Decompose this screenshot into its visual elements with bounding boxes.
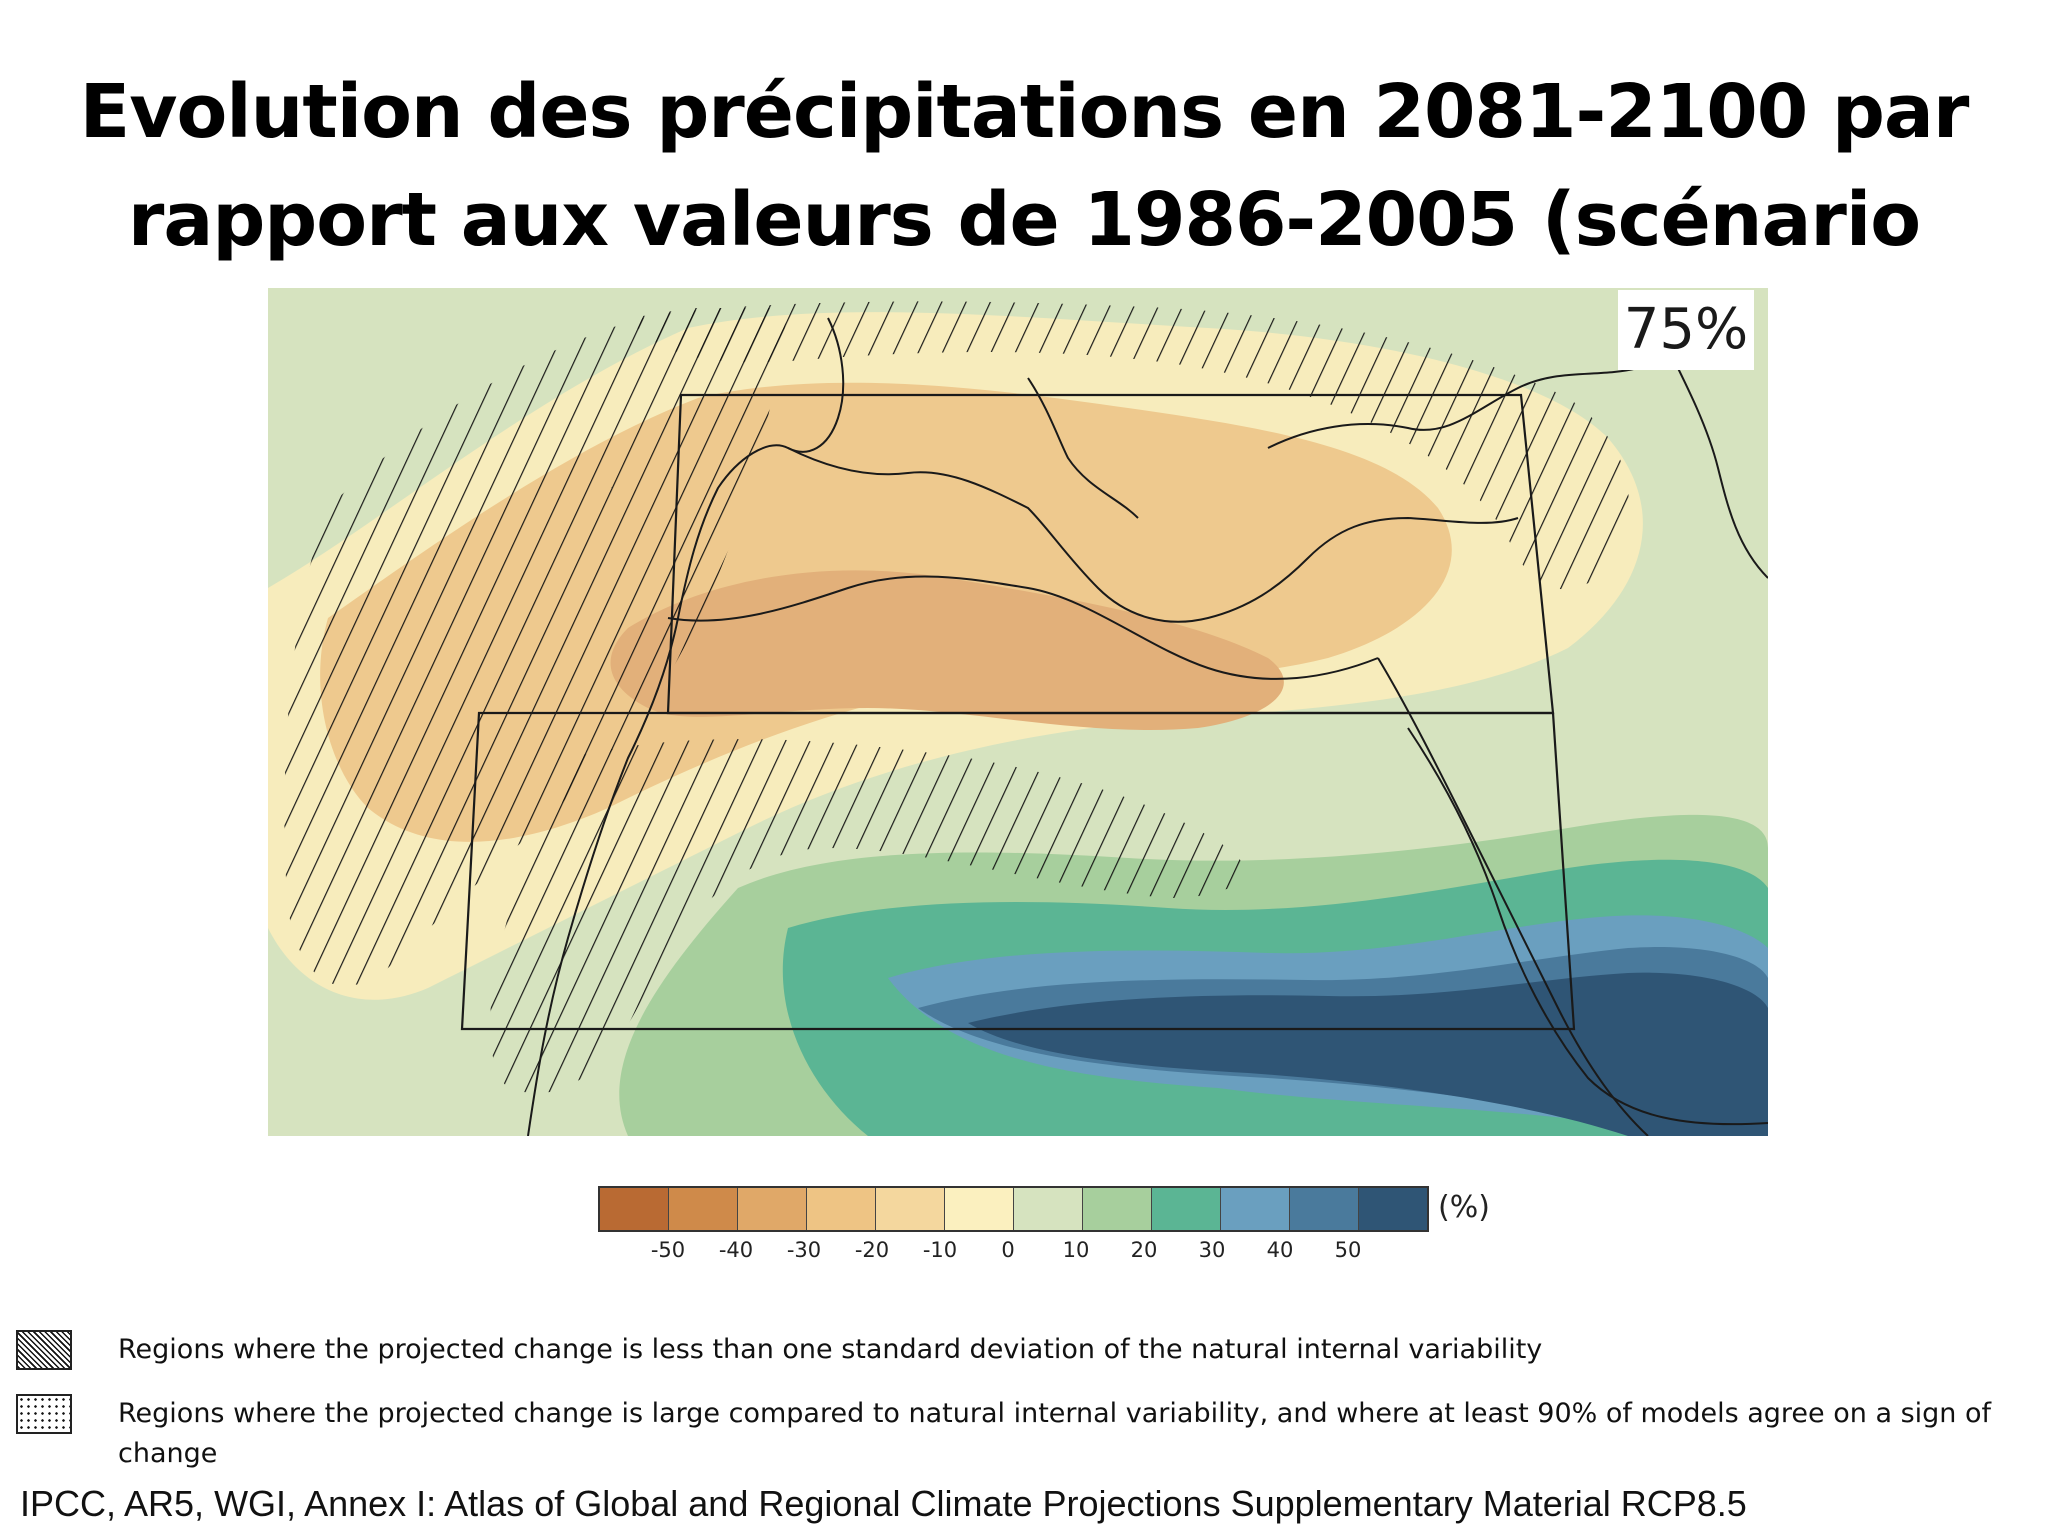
colorbar-cell bbox=[1083, 1188, 1152, 1230]
dots-swatch bbox=[16, 1394, 72, 1434]
source-citation: IPCC, AR5, WGI, Annex I: Atlas of Global… bbox=[20, 1483, 1747, 1524]
colorbar-tick-label: -10 bbox=[922, 1238, 958, 1262]
colorbar-cell bbox=[600, 1188, 669, 1230]
legend-hatch-text: Regions where the projected change is le… bbox=[118, 1334, 1543, 1365]
colorbar-cell bbox=[1014, 1188, 1083, 1230]
colorbar-cell bbox=[945, 1188, 1014, 1230]
colorbar-cell bbox=[876, 1188, 945, 1230]
colorbar-cell bbox=[807, 1188, 876, 1230]
title-line-2: rapport aux valeurs de 1986-2005 (scénar… bbox=[127, 177, 1921, 371]
title-line-1: Evolution des précipitations en 2081-210… bbox=[79, 69, 1970, 155]
hatch-overlay-west bbox=[284, 308, 788, 986]
page-title: Evolution des précipitations en 2081-210… bbox=[0, 58, 2048, 382]
colorbar-cell bbox=[1290, 1188, 1359, 1230]
colorbar-swatches bbox=[598, 1186, 1429, 1232]
colorbar: (%) -50 -40 -30 -20 -10 0 10 20 30 40 50 bbox=[598, 1186, 1490, 1262]
colorbar-tick-label: -20 bbox=[854, 1238, 890, 1262]
colorbar-tick-label: -30 bbox=[786, 1238, 822, 1262]
colorbar-tick-label: -40 bbox=[718, 1238, 754, 1262]
legend-dots-row: Regions where the projected change is la… bbox=[16, 1394, 2038, 1474]
colorbar-tick-label: 40 bbox=[1266, 1238, 1294, 1262]
map-canvas bbox=[268, 288, 1768, 1136]
region-box-south bbox=[460, 711, 1576, 1031]
colorbar-tick-label: -50 bbox=[650, 1238, 686, 1262]
hatch-overlay-north bbox=[628, 301, 1629, 590]
colorbar-tick-label: 30 bbox=[1198, 1238, 1226, 1262]
coastlines bbox=[527, 317, 1768, 1136]
precipitation-map: 75% bbox=[268, 288, 1768, 1136]
colorbar-unit: (%) bbox=[1438, 1190, 1490, 1225]
colorbar-cell bbox=[1359, 1188, 1427, 1230]
colorbar-tick-label: 50 bbox=[1334, 1238, 1362, 1262]
colorbar-tick-label: 20 bbox=[1130, 1238, 1158, 1262]
colorbar-cell bbox=[1152, 1188, 1221, 1230]
colorbar-tick-label: 0 bbox=[1001, 1238, 1015, 1262]
hatch-overlay-south bbox=[490, 739, 1245, 1094]
colorbar-cell bbox=[669, 1188, 738, 1230]
colorbar-cell bbox=[738, 1188, 807, 1230]
percentile-label: 75% bbox=[1618, 290, 1754, 370]
hatch-swatch bbox=[16, 1330, 72, 1370]
colorbar-cell bbox=[1221, 1188, 1290, 1230]
colorbar-tick-label: 10 bbox=[1062, 1238, 1090, 1262]
legend-dots-text: Regions where the projected change is la… bbox=[118, 1398, 1991, 1469]
field-wet-max bbox=[968, 972, 1768, 1136]
legend-hatch-row: Regions where the projected change is le… bbox=[16, 1330, 1998, 1370]
field-dry-strong bbox=[610, 570, 1284, 731]
colorbar-ticks: -50 -40 -30 -20 -10 0 10 20 30 40 50 bbox=[598, 1238, 1498, 1268]
